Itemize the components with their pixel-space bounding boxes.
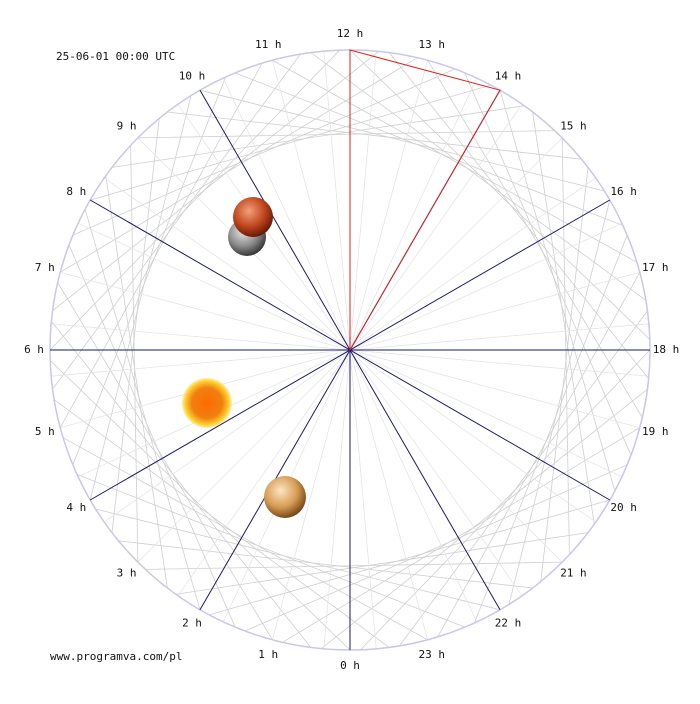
chord: [62, 437, 428, 641]
chord: [540, 167, 589, 582]
hour-label: 6 h: [24, 343, 44, 356]
chord: [89, 95, 192, 501]
chord: [105, 175, 168, 589]
hour-label: 22 h: [495, 617, 522, 630]
hour-label: 11 h: [255, 38, 282, 51]
chord: [137, 130, 555, 139]
hour-label: 13 h: [419, 38, 446, 51]
hour-label: 16 h: [610, 185, 637, 198]
chord: [167, 111, 582, 160]
hour-label: 14 h: [495, 69, 522, 82]
chord: [111, 105, 525, 168]
chord: [51, 320, 312, 648]
chord: [199, 89, 605, 192]
hour-label: 20 h: [610, 501, 637, 514]
chord: [60, 57, 418, 273]
chord: [508, 199, 611, 605]
hour-label: 4 h: [66, 501, 86, 514]
chord: [52, 53, 301, 390]
hour-label: 9 h: [117, 120, 137, 133]
chord: [57, 282, 273, 640]
mars-icon: [233, 197, 273, 237]
hour-label: 5 h: [35, 425, 55, 438]
chord: [349, 49, 651, 340]
chord: [90, 84, 491, 201]
chord: [145, 561, 563, 570]
chord: [427, 60, 643, 418]
hour-label: 18 h: [653, 343, 680, 356]
chord: [130, 145, 139, 563]
chord: [68, 244, 236, 628]
chord: [561, 137, 570, 555]
chord: [53, 399, 390, 648]
chord: [474, 235, 628, 624]
timestamp: 25-06-01 00:00 UTC: [56, 50, 175, 63]
chord: [72, 68, 456, 236]
hour-label: 23 h: [419, 648, 446, 661]
hour-label: 2 h: [182, 617, 202, 630]
chord: [76, 474, 465, 628]
hour-label: 10 h: [179, 69, 206, 82]
chord: [272, 59, 638, 263]
hour-label: 3 h: [117, 566, 137, 579]
chord: [310, 52, 647, 301]
chord: [399, 310, 648, 647]
chord: [388, 52, 649, 380]
hour-label: 0 h: [340, 659, 360, 672]
chord: [360, 349, 651, 651]
chord: [209, 499, 610, 616]
chord: [437, 272, 641, 638]
chord: [532, 111, 595, 525]
hour-label: 7 h: [35, 261, 55, 274]
chord: [235, 72, 624, 226]
chord: [84, 209, 201, 610]
hour-label: 19 h: [642, 425, 669, 438]
hour-label: 1 h: [258, 648, 278, 661]
chord: [111, 118, 160, 533]
chord: [320, 388, 648, 649]
chord: [49, 49, 340, 351]
chord: [244, 464, 628, 632]
venus-icon: [264, 476, 306, 518]
highlight-triangle: [349, 49, 501, 352]
hour-label: 8 h: [66, 185, 86, 198]
chord: [72, 76, 226, 465]
credit: www.programva.com/pl: [50, 650, 182, 663]
chord: [499, 90, 616, 491]
chord: [118, 540, 533, 589]
hour-label: 12 h: [337, 27, 364, 40]
chord: [175, 532, 589, 595]
chord: [49, 360, 351, 651]
hour-label: 17 h: [642, 261, 669, 274]
chord: [95, 508, 501, 611]
chord: [464, 72, 632, 456]
sun-icon: [182, 378, 232, 428]
hour-label: 21 h: [560, 566, 587, 579]
chord: [52, 51, 380, 312]
hour-lines: [50, 49, 650, 650]
hour-label: 15 h: [560, 120, 587, 133]
chord: [59, 62, 263, 428]
chord: [282, 427, 640, 643]
